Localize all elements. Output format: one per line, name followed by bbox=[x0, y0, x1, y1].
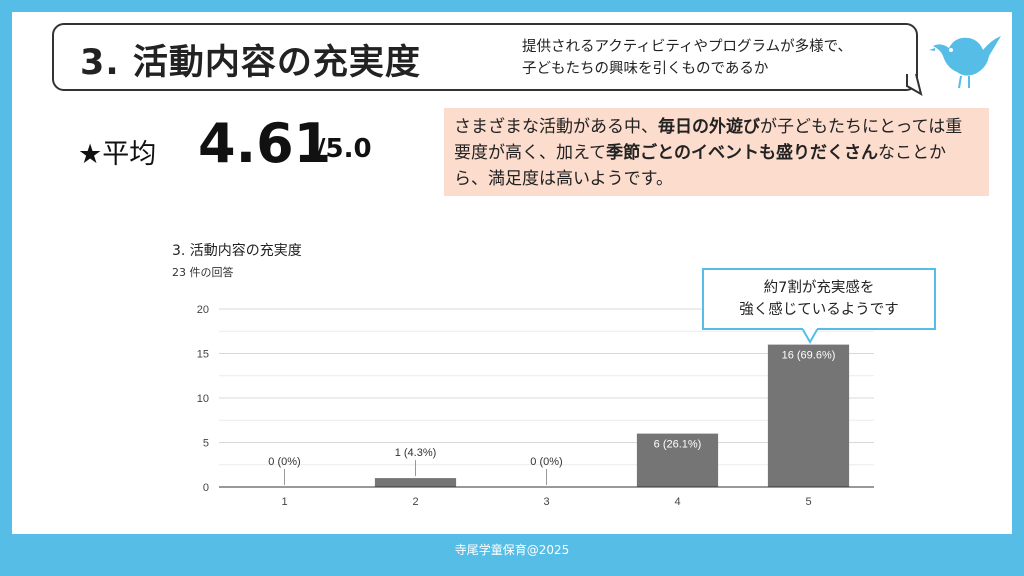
subtitle-line-1: 提供されるアクティビティやプログラムが多様で、 bbox=[522, 39, 853, 55]
bar bbox=[636, 433, 719, 487]
bird-icon bbox=[929, 32, 1003, 96]
comment-bold-1: 毎日の外遊び bbox=[658, 117, 760, 137]
chart-title: 3. 活動内容の充実度 bbox=[172, 243, 302, 259]
y-tick-label: 0 bbox=[203, 482, 209, 494]
bar bbox=[374, 478, 457, 487]
data-label: 6 (26.1%) bbox=[654, 439, 702, 451]
callout-line-1: 約7割が充実感を bbox=[763, 280, 875, 296]
slide: 3. 活動内容の充実度 提供されるアクティビティやプログラムが多様で、 子どもた… bbox=[12, 12, 1012, 534]
comment-text-3: なことから、満足度は高いようです。 bbox=[454, 143, 946, 189]
y-tick-label: 20 bbox=[197, 304, 209, 316]
comment-text-2: が子どもたちにとっては重要度が高く、加えて bbox=[454, 117, 963, 163]
x-tick-label: 1 bbox=[281, 496, 287, 508]
page-title: 3. 活動内容の充実度 bbox=[80, 43, 421, 83]
comment-bold-2: 季節ごとのイベントも盛りだくさん bbox=[606, 143, 878, 163]
average-value: 4.61 bbox=[198, 112, 332, 175]
subtitle-line-2: 子どもたちの興味を引くものであるか bbox=[522, 61, 769, 77]
data-label: 1 (4.3%) bbox=[395, 447, 437, 459]
data-label: 0 (0%) bbox=[268, 456, 300, 468]
footer-copyright: 寺尾学童保育@2025 bbox=[454, 543, 570, 557]
comment-box: さまざまな活動がある中、毎日の外遊びが子どもたちにとっては重要度が高く、加えて季… bbox=[444, 108, 989, 196]
y-tick-label: 15 bbox=[197, 349, 209, 361]
callout-box: 約7割が充実感を 強く感じているようです bbox=[702, 268, 936, 330]
x-tick-label: 4 bbox=[674, 496, 680, 508]
title-box: 3. 活動内容の充実度 提供されるアクティビティやプログラムが多様で、 子どもた… bbox=[52, 23, 918, 91]
average-max: /5.0 bbox=[316, 134, 372, 164]
comment-text-1: さまざまな活動がある中、 bbox=[454, 117, 658, 137]
data-label: 0 (0%) bbox=[530, 456, 562, 468]
x-tick-label: 3 bbox=[543, 496, 549, 508]
chart-response-count: 23 件の回答 bbox=[172, 266, 234, 279]
callout-line-2: 強く感じているようです bbox=[739, 302, 899, 318]
y-tick-label: 10 bbox=[197, 393, 209, 405]
bar-chart: 0 5 10 15 20 0 (0%) 1 1 (4.3%) 2 0 (0%) 3 6 (26.1%)… bbox=[197, 304, 874, 508]
average-label: ★平均 bbox=[78, 139, 157, 170]
bar bbox=[767, 344, 850, 487]
x-tick-label: 5 bbox=[805, 496, 811, 508]
callout-tail bbox=[802, 328, 819, 344]
x-tick-label: 2 bbox=[412, 496, 418, 508]
data-label: 16 (69.6%) bbox=[782, 350, 836, 362]
y-tick-label: 5 bbox=[203, 438, 209, 450]
page-subtitle: 提供されるアクティビティやプログラムが多様で、 子どもたちの興味を引くものである… bbox=[522, 36, 902, 80]
